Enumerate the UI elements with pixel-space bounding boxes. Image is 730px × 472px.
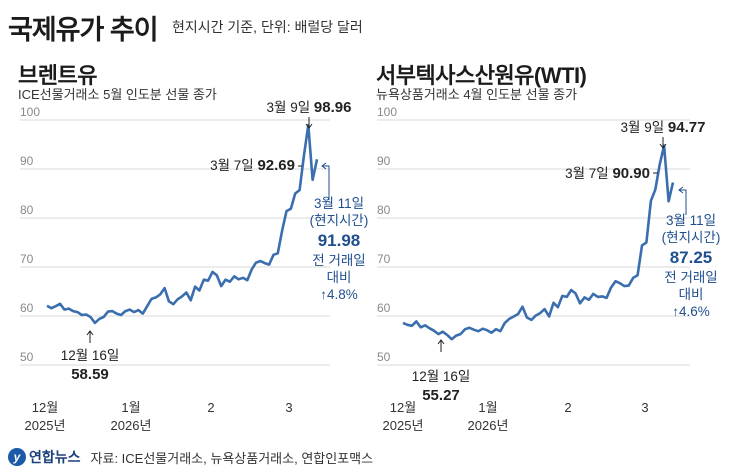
wti-y-tick-label: 100 bbox=[377, 105, 397, 119]
brent-x-tick-label: 12월 bbox=[32, 400, 58, 415]
brent-latest-change-label2: 대비 bbox=[327, 270, 352, 285]
brent-price-line bbox=[46, 123, 319, 325]
brent-latest-note: (현지시간) bbox=[310, 213, 369, 228]
wti-low-arrowhead bbox=[437, 339, 445, 345]
wti-chart-title: 서부텍사스산원유(WTI) bbox=[376, 63, 587, 88]
wti-latest-arrowhead bbox=[678, 186, 684, 194]
brent-peak-arrowhead bbox=[305, 123, 313, 129]
brent-low-date: 12월 16일 bbox=[61, 348, 120, 363]
brent-latest-change: ↑4.8% bbox=[320, 287, 358, 302]
brent-y-tick-label: 100 bbox=[20, 105, 40, 119]
wti-y-tick-label: 70 bbox=[377, 252, 391, 266]
logo-text: 연합뉴스 bbox=[29, 449, 81, 465]
brent-y-tick-label: 70 bbox=[20, 252, 34, 266]
wti-x-tick-year: 2025년 bbox=[383, 418, 424, 433]
brent-x-tick-year: 2026년 bbox=[111, 418, 152, 433]
wti-mar7-annotation: 3월 7일 90.90 bbox=[565, 165, 650, 182]
wti-latest-date: 3월 11일 bbox=[666, 213, 716, 228]
wti-peak-annotation: 3월 9일 94.77 bbox=[621, 119, 706, 136]
brent-latest-change-label: 전 거래일 bbox=[312, 253, 365, 268]
wti-x-tick-year: 2026년 bbox=[468, 418, 509, 433]
wti-latest-change-label2: 대비 bbox=[679, 287, 704, 302]
wti-latest-change-label: 전 거래일 bbox=[664, 270, 717, 285]
brent-latest-bracket bbox=[322, 165, 330, 200]
wti-x-tick-label: 1월 bbox=[478, 400, 497, 415]
brent-x-tick-label: 1월 bbox=[121, 400, 140, 415]
wti-y-tick-label: 60 bbox=[377, 301, 391, 315]
brent-x-tick-year: 2025년 bbox=[25, 418, 66, 433]
wti-x-tick-label: 3 bbox=[641, 400, 648, 415]
brent-peak-annotation: 3월 9일 98.96 bbox=[267, 99, 352, 116]
wti-low-date: 12월 16일 bbox=[412, 369, 471, 384]
wti-x-tick-label: 12월 bbox=[390, 400, 416, 415]
brent-chart-subtitle: ICE선물거래소 5월 인도분 선물 종가 bbox=[18, 87, 217, 102]
wti-y-tick-label: 50 bbox=[377, 350, 391, 364]
brent-latest-value: 91.98 bbox=[318, 231, 361, 250]
source-note: 자료: ICE선물거래소, 뉴욕상품거래소, 연합인포맥스 bbox=[90, 450, 374, 466]
yonhap-logo-icon: y bbox=[8, 448, 26, 466]
wti-latest-value: 87.25 bbox=[670, 248, 713, 267]
wti-latest-note: (현지시간) bbox=[662, 230, 721, 245]
brent-y-tick-label: 90 bbox=[20, 154, 34, 168]
brent-x-tick-label: 2 bbox=[207, 400, 214, 415]
wti-latest-change: ↑4.6% bbox=[672, 304, 710, 319]
page-title: 국제유가 추이 bbox=[8, 15, 159, 45]
wti-low-value: 55.27 bbox=[422, 387, 460, 404]
page-subtitle: 현지시간 기준, 단위: 배럴당 달러 bbox=[172, 19, 363, 35]
brent-y-tick-label: 50 bbox=[20, 350, 34, 364]
brent-mar7-annotation: 3월 7일 92.69 bbox=[210, 157, 295, 174]
brent-low-arrowhead bbox=[86, 330, 94, 336]
brent-latest-arrowhead bbox=[321, 162, 327, 170]
brent-y-tick-label: 60 bbox=[20, 301, 34, 315]
wti-y-tick-label: 80 bbox=[377, 203, 391, 217]
brent-latest-date: 3월 11일 bbox=[314, 196, 364, 211]
brent-low-value: 58.59 bbox=[71, 366, 109, 383]
brent-x-tick-label: 3 bbox=[285, 400, 292, 415]
wti-x-tick-label: 2 bbox=[564, 400, 571, 415]
wti-latest-bracket bbox=[679, 189, 687, 215]
footer: y 연합뉴스 자료: ICE선물거래소, 뉴욕상품거래소, 연합인포맥스 bbox=[8, 446, 373, 468]
wti-chart-subtitle: 뉴욕상품거래소 4월 인도분 선물 종가 bbox=[376, 87, 578, 102]
wti-peak-arrowhead bbox=[659, 143, 667, 149]
wti-price-line bbox=[402, 144, 675, 341]
brent-chart-title: 브렌트유 bbox=[18, 63, 97, 88]
brent-y-tick-label: 80 bbox=[20, 203, 34, 217]
wti-y-tick-label: 90 bbox=[377, 154, 391, 168]
